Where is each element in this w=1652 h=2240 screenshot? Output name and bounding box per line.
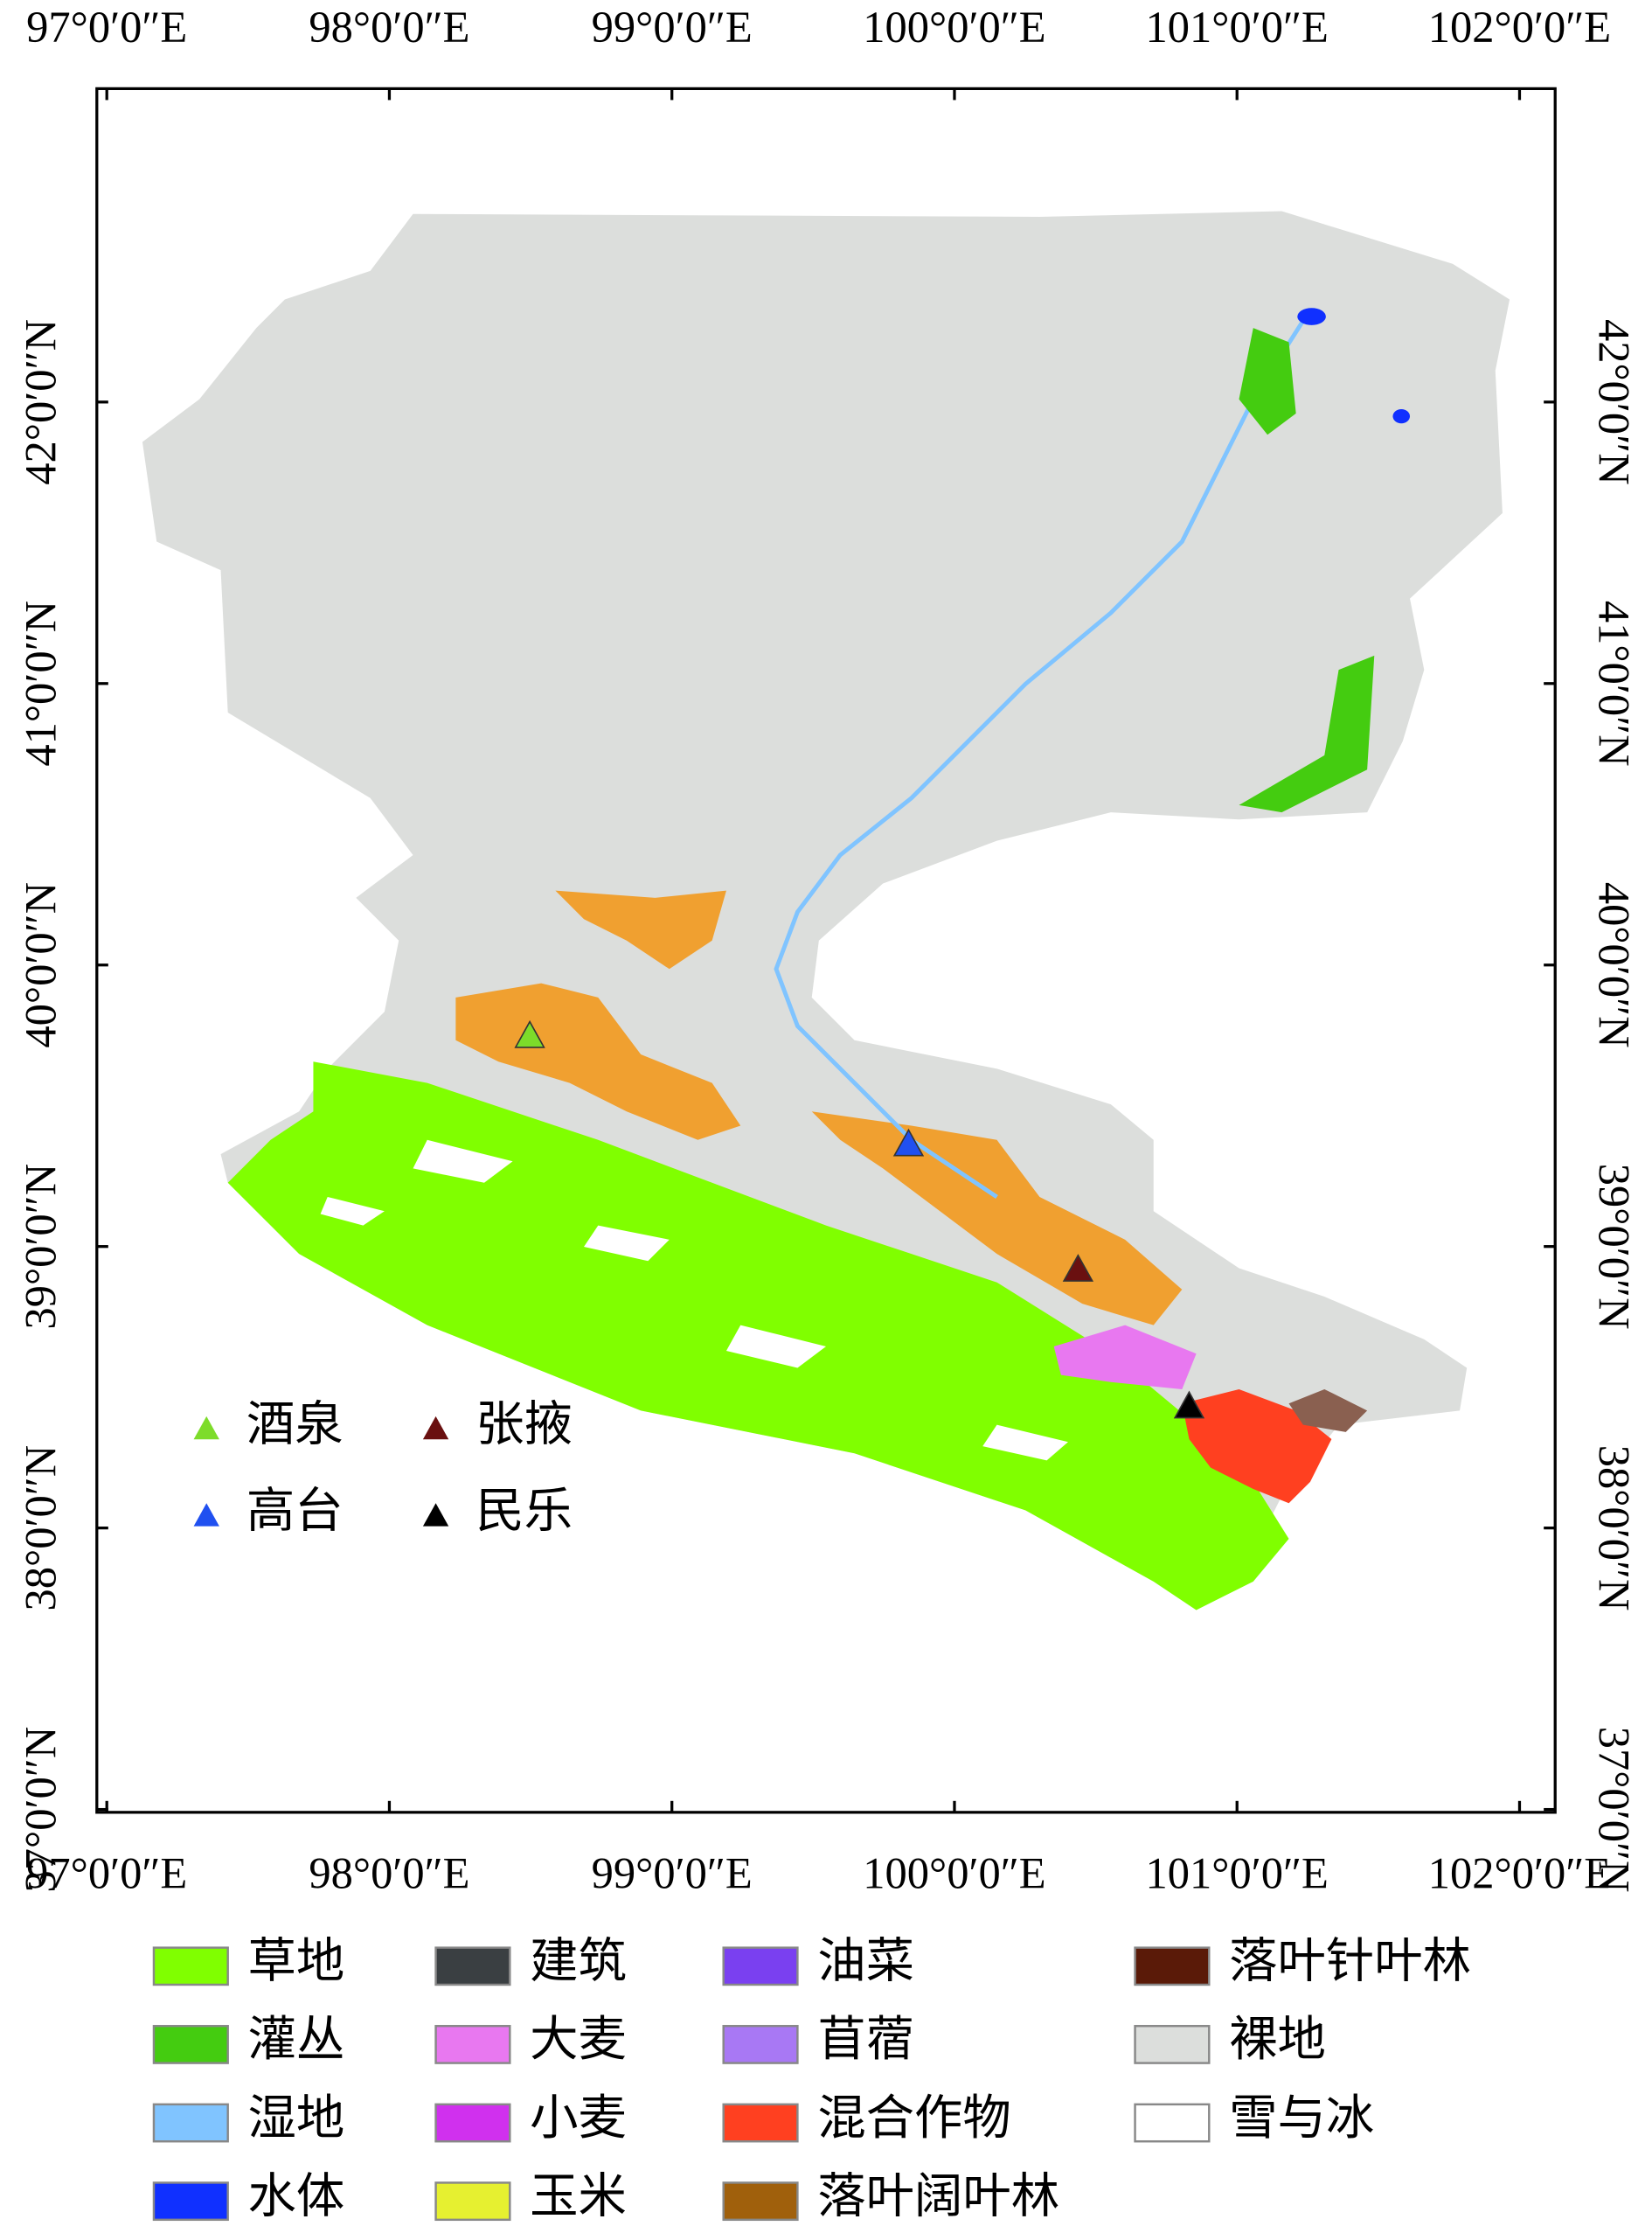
latitude-label: 41°0′0″N [17, 601, 66, 767]
legend-label: 湿地 [248, 2091, 345, 2145]
cropland-north [555, 890, 726, 970]
latitude-label: 40°0′0″N [17, 882, 66, 1048]
barley-region [1053, 1325, 1197, 1389]
station-legend-label: 民乐 [475, 1485, 573, 1538]
legend-swatch [152, 1946, 229, 1986]
legend-swatch [1134, 2025, 1211, 2064]
longitude-label: 98°0′0″E [309, 3, 469, 52]
station-marker [1173, 1390, 1205, 1419]
longitude-label: 101°0′0″E [1146, 3, 1329, 52]
cropland-jiuquan [455, 983, 741, 1140]
shrub-patches [1239, 328, 1375, 813]
legend-swatch [722, 2025, 799, 2064]
latitude-label: 39°0′0″N [1590, 1164, 1639, 1330]
station-legend-label: 张掖 [475, 1397, 573, 1450]
legend-label: 落叶阔叶林 [817, 2169, 1059, 2223]
legend-label: 小麦 [530, 2091, 627, 2145]
legend-swatch [434, 1946, 511, 1986]
mixed-crop-region [1182, 1388, 1332, 1504]
legend-label: 雪与冰 [1229, 2091, 1374, 2145]
latitude-label: 37°0′0″N [1590, 1727, 1639, 1893]
latitude-label: 38°0′0″N [1590, 1445, 1639, 1611]
legend-label: 苜蓿 [817, 2013, 914, 2066]
legend-label: 草地 [248, 1935, 345, 1988]
station-marker [892, 1128, 925, 1157]
legend-swatch [152, 2103, 229, 2143]
legend-swatch [434, 2103, 511, 2143]
legend-label: 大麦 [530, 2013, 627, 2066]
station-legend-label: 酒泉 [246, 1397, 344, 1450]
legend-swatch [722, 2181, 799, 2222]
longitude-label: 101°0′0″E [1146, 1848, 1329, 1897]
station-legend-symbol [422, 1416, 449, 1440]
station-marker [1062, 1254, 1094, 1282]
latitude-label: 38°0′0″N [17, 1445, 66, 1611]
longitude-label: 102°0′0″E [1428, 1848, 1611, 1897]
latitude-label: 41°0′0″N [1590, 601, 1639, 767]
latitude-label: 42°0′0″N [1590, 319, 1639, 485]
legend-label: 玉米 [530, 2169, 627, 2223]
snow-patches [320, 1139, 1068, 1461]
longitude-label: 102°0′0″E [1428, 3, 1611, 52]
station-legend-symbol [193, 1503, 219, 1527]
longitude-label: 99°0′0″E [592, 3, 753, 52]
legend-label: 裸地 [1229, 2013, 1326, 2066]
longitude-label: 97°0′0″E [26, 3, 187, 52]
station-marker [514, 1019, 545, 1048]
river [774, 319, 1305, 1200]
station-legend-symbol [193, 1416, 219, 1440]
legend-label: 落叶针叶林 [1229, 1935, 1471, 1988]
legend-swatch [1134, 2103, 1211, 2143]
legend-swatch [152, 2025, 229, 2064]
legend-swatch [722, 1946, 799, 1986]
longitude-label: 97°0′0″E [26, 1848, 187, 1897]
longitude-label: 100°0′0″E [863, 3, 1045, 52]
station-legend-symbol [422, 1503, 449, 1527]
legend-label: 水体 [248, 2169, 345, 2223]
cropland-zhangye [811, 1111, 1183, 1325]
legend-swatch [1134, 1946, 1211, 1986]
legend-swatch [434, 2181, 511, 2222]
latitude-label: 37°0′0″N [17, 1727, 66, 1893]
legend-label: 灌丛 [248, 2013, 345, 2066]
station-legend-label: 高台 [246, 1485, 344, 1538]
longitude-label: 100°0′0″E [863, 1848, 1045, 1897]
legend-label: 建筑 [530, 1935, 627, 1988]
longitude-label: 99°0′0″E [592, 1848, 753, 1897]
water-bodies [1297, 308, 1411, 424]
legend-label: 油菜 [817, 1935, 914, 1988]
latitude-label: 39°0′0″N [17, 1164, 66, 1330]
legend-swatch [152, 2181, 229, 2222]
legend-swatch [434, 2025, 511, 2064]
needleleaf-forest [1288, 1388, 1368, 1432]
longitude-label: 98°0′0″E [309, 1848, 469, 1897]
latitude-label: 40°0′0″N [1590, 882, 1639, 1048]
legend-swatch [722, 2103, 799, 2143]
latitude-label: 42°0′0″N [17, 319, 66, 485]
legend-label: 混合作物 [817, 2091, 1011, 2145]
